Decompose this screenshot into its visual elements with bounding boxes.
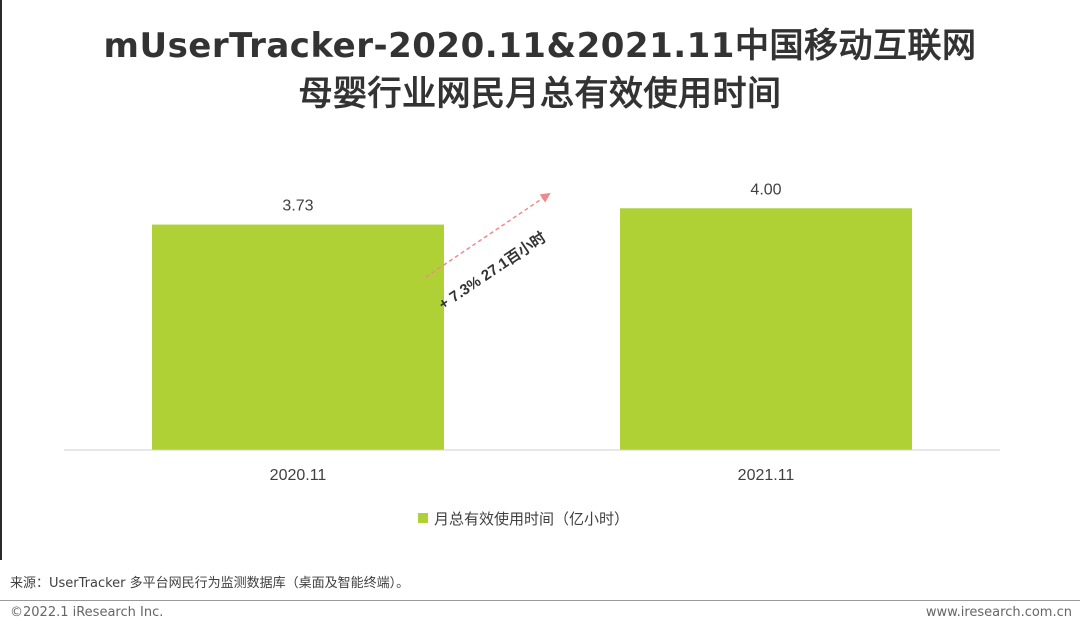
bar-chart: 3.73 2020.11 4.00 2021.11 + 7.3% 27.1百小时 (64, 181, 1000, 484)
bar-2020.11 (152, 224, 444, 450)
chart-title-line-2: 母婴行业网民月总有效使用时间 (298, 74, 782, 114)
source-note: 来源：UserTracker 多平台网民行为监测数据库（桌面及智能终端）。 (10, 576, 410, 591)
chart-title-line-1: mUserTracker-2020.11&2021.11中国移动互联网 (103, 26, 977, 66)
x-tick-label-2020.11: 2020.11 (270, 467, 327, 484)
bar-2021.11 (620, 208, 912, 450)
chart-title: mUserTracker-2020.11&2021.11中国移动互联网 母婴行业… (0, 22, 1080, 118)
data-label-2021.11: 4.00 (750, 181, 781, 198)
footer-divider (0, 600, 1080, 601)
legend-swatch (418, 513, 428, 523)
copyright-text: ©2022.1 iResearch Inc. (10, 605, 164, 620)
legend: 月总有效使用时间（亿小时） (418, 506, 629, 530)
left-border-rule (0, 0, 2, 560)
growth-annotation: + 7.3% 27.1百小时 (436, 229, 550, 313)
growth-arrow (425, 192, 551, 278)
x-tick-label-2021.11: 2021.11 (738, 467, 795, 484)
data-label-2020.11: 3.73 (282, 198, 313, 215)
website-link[interactable]: www.iresearch.com.cn (925, 605, 1072, 620)
legend-label: 月总有效使用时间（亿小时） (434, 509, 630, 528)
